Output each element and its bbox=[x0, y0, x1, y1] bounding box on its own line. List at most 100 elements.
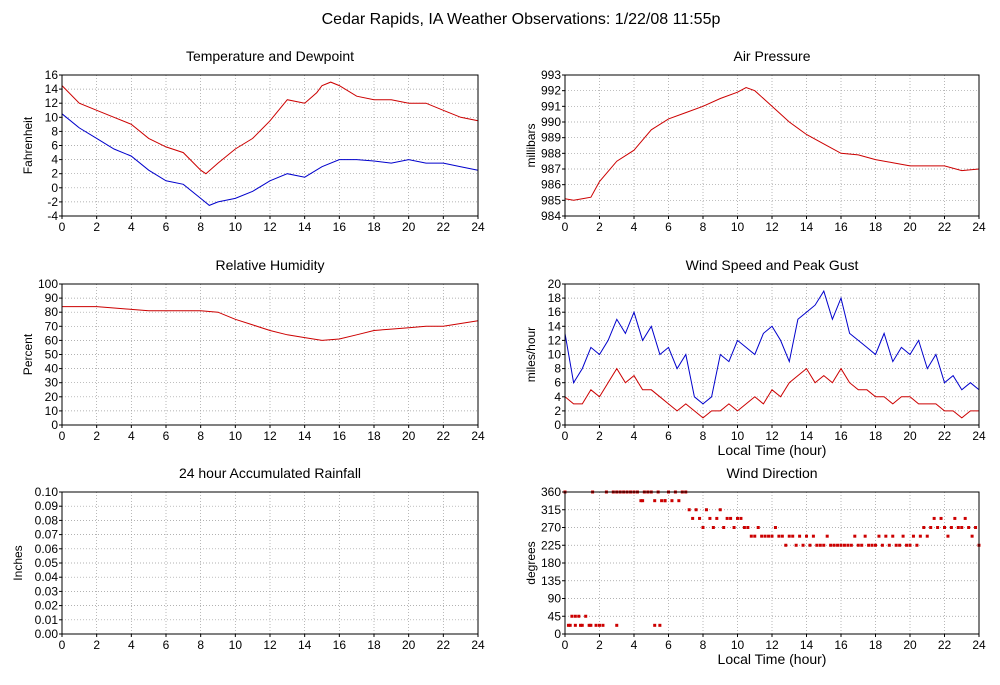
x-tick-label: 18 bbox=[869, 429, 883, 443]
x-tick-label: 4 bbox=[128, 220, 135, 234]
data-point bbox=[874, 543, 877, 547]
y-tick-label: 0.07 bbox=[35, 528, 59, 542]
x-tick-label: 6 bbox=[665, 429, 672, 443]
x-tick-label: 10 bbox=[731, 220, 745, 234]
x-tick-label: 20 bbox=[903, 429, 917, 443]
data-point bbox=[791, 534, 795, 538]
data-point bbox=[936, 526, 940, 529]
y-tick-label: 90 bbox=[45, 291, 59, 305]
data-point bbox=[922, 526, 926, 529]
y-tick-label: 0 bbox=[51, 418, 58, 432]
y-tick-label: 8 bbox=[51, 124, 58, 138]
y-tick-label: 80 bbox=[45, 305, 59, 319]
data-point bbox=[566, 623, 570, 627]
y-tick-label: 8 bbox=[554, 362, 561, 376]
data-point bbox=[815, 543, 819, 547]
x-tick-label: 18 bbox=[869, 220, 883, 234]
data-point bbox=[711, 526, 715, 529]
data-point bbox=[784, 543, 788, 547]
y-axis-label: Percent bbox=[21, 333, 35, 375]
y-axis-label: Inches bbox=[11, 545, 25, 580]
y-axis-label: millibars bbox=[524, 123, 538, 167]
data-point bbox=[974, 526, 978, 529]
x-tick-label: 2 bbox=[596, 220, 603, 234]
data-point bbox=[725, 516, 729, 520]
x-tick-label: 12 bbox=[765, 429, 779, 443]
data-point bbox=[953, 516, 957, 520]
data-point bbox=[780, 534, 784, 538]
y-tick-label: 6 bbox=[51, 139, 58, 153]
x-tick-label: 16 bbox=[834, 638, 848, 652]
y-tick-label: 987 bbox=[541, 162, 561, 176]
data-point bbox=[929, 526, 933, 529]
x-tick-label: 2 bbox=[93, 638, 100, 652]
data-point bbox=[963, 516, 967, 520]
data-point bbox=[698, 516, 702, 520]
chart-title: Air Pressure bbox=[733, 48, 810, 64]
data-point bbox=[918, 534, 922, 538]
data-point bbox=[601, 623, 605, 627]
y-tick-label: 984 bbox=[541, 209, 561, 223]
data-point bbox=[808, 543, 812, 547]
data-point bbox=[805, 534, 808, 538]
data-point bbox=[579, 623, 583, 627]
y-tick-label: 10 bbox=[45, 110, 59, 124]
data-point bbox=[715, 516, 719, 520]
data-point bbox=[825, 534, 829, 538]
x-tick-label: 20 bbox=[402, 429, 416, 443]
x-tick-label: 16 bbox=[333, 429, 347, 443]
x-tick-label: 0 bbox=[59, 429, 66, 443]
x-tick-label: 8 bbox=[197, 429, 204, 443]
y-tick-label: 0 bbox=[51, 181, 58, 195]
x-tick-label: 4 bbox=[631, 429, 638, 443]
data-point bbox=[577, 614, 581, 618]
data-point bbox=[729, 516, 733, 520]
x-tick-label: 0 bbox=[59, 220, 66, 234]
data-point bbox=[853, 534, 857, 538]
data-point bbox=[818, 543, 822, 547]
data-point bbox=[760, 534, 764, 538]
y-tick-label: 2 bbox=[554, 404, 561, 418]
data-point bbox=[773, 526, 777, 529]
y-tick-label: 0.05 bbox=[35, 556, 59, 570]
x-tick-label: 10 bbox=[229, 429, 243, 443]
data-point bbox=[708, 516, 712, 520]
data-point bbox=[946, 534, 950, 538]
x-tick-label: 22 bbox=[437, 220, 451, 234]
data-point bbox=[829, 543, 833, 547]
y-tick-label: 0.03 bbox=[35, 584, 59, 598]
y-tick-label: 12 bbox=[45, 96, 59, 110]
data-point bbox=[908, 543, 912, 547]
data-point bbox=[589, 623, 593, 627]
data-point bbox=[822, 543, 826, 547]
y-tick-label: 0.01 bbox=[35, 613, 59, 627]
x-axis-label: Local Time (hour) bbox=[718, 651, 827, 667]
data-point bbox=[856, 543, 860, 547]
x-tick-label: 18 bbox=[869, 638, 883, 652]
data-point bbox=[701, 526, 705, 529]
data-point bbox=[880, 543, 884, 547]
y-tick-label: 0.02 bbox=[35, 599, 59, 613]
y-tick-label: 12 bbox=[548, 333, 562, 347]
data-point bbox=[584, 614, 588, 618]
y-tick-label: -4 bbox=[47, 209, 58, 223]
data-point bbox=[891, 534, 895, 538]
y-tick-label: 20 bbox=[548, 277, 562, 291]
x-tick-label: 22 bbox=[938, 638, 952, 652]
x-tick-label: 24 bbox=[471, 429, 485, 443]
x-tick-label: 24 bbox=[471, 638, 485, 652]
x-tick-label: 12 bbox=[263, 220, 277, 234]
y-tick-label: 16 bbox=[548, 305, 562, 319]
y-tick-label: 270 bbox=[541, 521, 561, 535]
data-point bbox=[911, 534, 915, 538]
data-point bbox=[832, 543, 836, 547]
x-tick-label: 18 bbox=[367, 429, 381, 443]
x-axis-label: Local Time (hour) bbox=[718, 442, 827, 458]
series-line-0 bbox=[564, 289, 980, 405]
data-point bbox=[846, 543, 850, 547]
data-point bbox=[660, 499, 664, 503]
y-tick-label: -2 bbox=[47, 195, 58, 209]
